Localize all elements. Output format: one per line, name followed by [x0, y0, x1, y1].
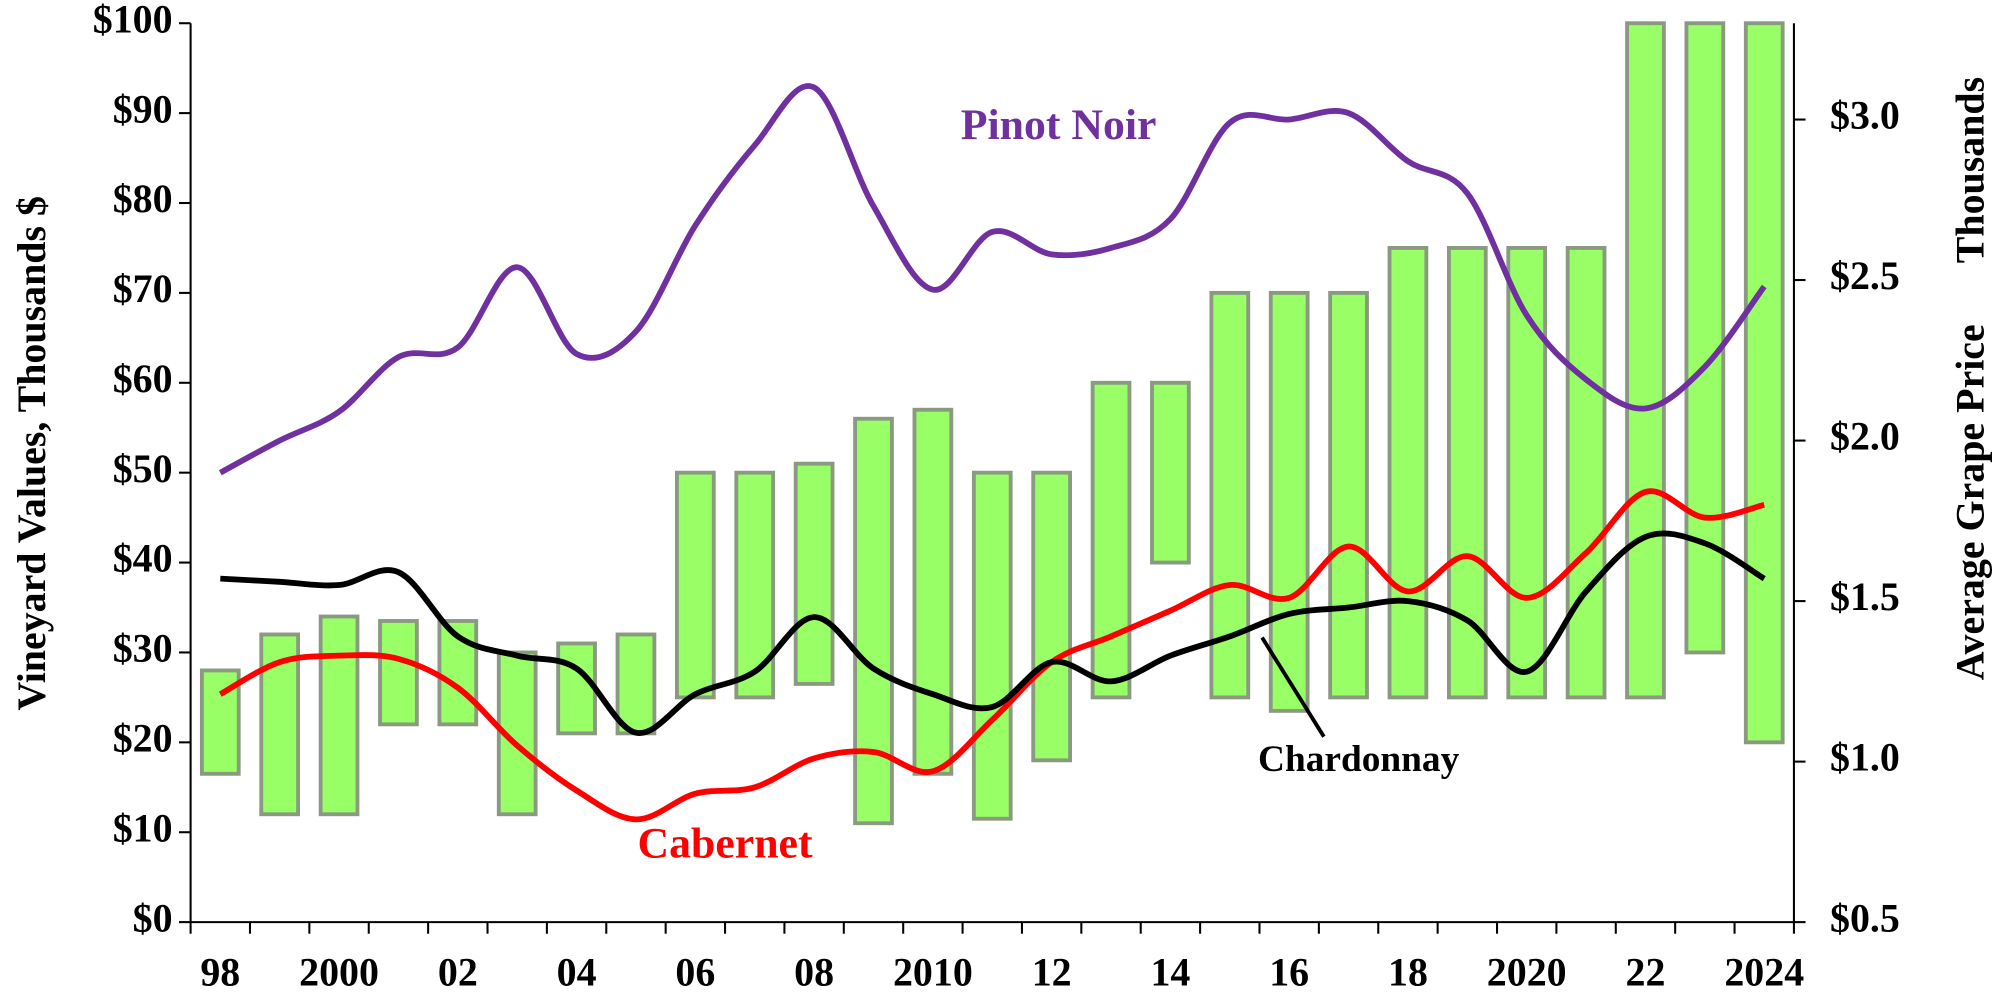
y-tick-label: $60	[113, 356, 173, 401]
range-bar	[556, 641, 597, 736]
range-bar	[1506, 246, 1548, 700]
y2-tick-label: $1.5	[1830, 574, 1900, 619]
range-bar	[1328, 290, 1369, 700]
y-axis-label: Vineyard Values, Thousands $	[9, 196, 54, 711]
x-tick-label: 22	[1626, 949, 1666, 993]
y2-tick-label: $0.5	[1830, 895, 1900, 940]
x-tick-label: 2010	[893, 949, 973, 993]
y-tick-label: $40	[113, 536, 173, 581]
range-bar	[912, 407, 954, 776]
range-bar	[1150, 380, 1191, 565]
x-tick-label: 16	[1269, 949, 1309, 993]
y2-tick-label: $2.5	[1830, 253, 1900, 298]
y-tick-label: $0	[133, 895, 173, 940]
line-series	[218, 488, 1765, 823]
y-tick-label: $70	[113, 266, 173, 311]
x-tick-label: 2024	[1724, 949, 1804, 993]
line-series	[218, 83, 1767, 476]
y2-tick-label: $2.0	[1830, 414, 1900, 459]
range-bar	[1446, 246, 1488, 700]
line-series	[220, 530, 1766, 736]
y2-axis-unit: Thousands	[1947, 77, 1992, 263]
x-tick-label: 18	[1388, 949, 1428, 993]
range-bar	[853, 416, 894, 826]
y-tick-label: $100	[93, 0, 173, 41]
x-tick-label: 08	[794, 949, 834, 993]
annotation-pointer	[1260, 636, 1326, 738]
range-bar	[1268, 290, 1310, 713]
range-bar	[378, 619, 419, 727]
range-bar	[1565, 246, 1607, 700]
series-annotation: Cabernet	[638, 819, 813, 867]
range-bar	[615, 632, 657, 736]
y-tick-label: $80	[113, 176, 173, 221]
y-tick-label: $50	[113, 446, 173, 491]
y-tick-label: $20	[113, 716, 173, 761]
x-tick-label: 2000	[299, 949, 379, 993]
y2-tick-label: $1.0	[1830, 735, 1900, 780]
y2-axis-label: Average Grape Price	[1947, 324, 1992, 680]
y2-tick-label: $3.0	[1830, 93, 1900, 138]
range-bar	[675, 470, 716, 700]
range-bar	[1625, 21, 1666, 700]
x-tick-label: 2020	[1487, 949, 1567, 993]
x-tick-label: 14	[1150, 949, 1190, 993]
x-tick-label: 12	[1032, 949, 1072, 993]
series-annotation: Chardonnay	[1258, 739, 1460, 780]
range-bar	[1031, 470, 1072, 763]
y-tick-label: $10	[113, 805, 173, 850]
range-bar	[1090, 380, 1132, 700]
range-bar	[318, 614, 360, 817]
range-bar	[971, 470, 1013, 821]
x-tick-label: 06	[675, 949, 715, 993]
range-bar	[793, 461, 835, 686]
range-bar	[1387, 246, 1429, 700]
x-tick-label: 98	[200, 949, 240, 993]
range-bar	[1684, 21, 1726, 655]
range-bar	[1743, 21, 1785, 745]
y-tick-label: $90	[113, 86, 173, 131]
x-tick-label: 04	[557, 949, 597, 993]
y-tick-label: $30	[113, 626, 173, 671]
series-annotation: Pinot Noir	[961, 101, 1157, 149]
x-tick-label: 02	[438, 949, 478, 993]
